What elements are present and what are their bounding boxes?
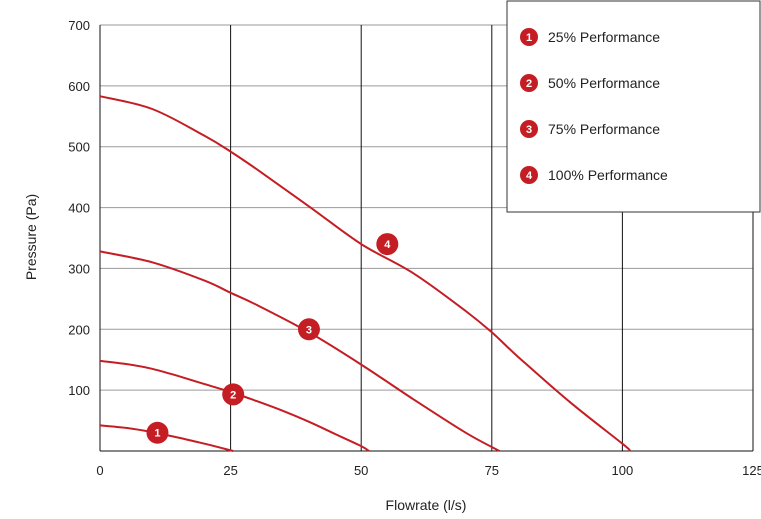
legend-item-3: 3 75% Performance [520, 120, 660, 138]
y-tick-label: 200 [68, 322, 90, 337]
y-tick-labels: 100 200 300 400 500 600 700 [68, 18, 90, 398]
curve-markers: 1 2 3 4 [146, 233, 399, 444]
curve-marker-1: 1 [146, 421, 169, 444]
x-axis-title: Flowrate (l/s) [386, 497, 467, 513]
y-tick-label: 600 [68, 79, 90, 94]
marker-badge [297, 318, 320, 341]
curve-marker-2: 2 [222, 383, 245, 406]
curve-3 [99, 250, 501, 452]
marker-number: 2 [230, 389, 236, 401]
legend-badge-number: 4 [526, 170, 533, 182]
marker-number: 1 [154, 428, 160, 440]
y-tick-label: 300 [68, 261, 90, 276]
legend-box [506, 0, 761, 213]
y-tick-label: 100 [68, 383, 90, 398]
legend-badge-number: 2 [526, 78, 532, 90]
legend-badge [520, 28, 538, 46]
legend-label: 100% Performance [548, 167, 668, 183]
x-tick-label: 125 [742, 463, 761, 478]
y-axis-title: Pressure (Pa) [23, 194, 39, 280]
x-tick-label: 75 [485, 463, 499, 478]
y-tick-label: 500 [68, 140, 90, 155]
curve-4 [99, 95, 631, 452]
x-tick-label: 25 [223, 463, 237, 478]
marker-badge [146, 421, 169, 444]
marker-number: 3 [306, 324, 312, 336]
legend-item-4: 4 100% Performance [520, 166, 668, 184]
legend-badge-number: 1 [526, 32, 532, 44]
legend: 1 25% Performance 2 50% Performance 3 75% Per… [506, 0, 761, 213]
legend-badge-number: 3 [526, 124, 532, 136]
legend-item-2: 2 50% Performance [520, 74, 660, 92]
marker-number: 4 [384, 239, 391, 251]
legend-label: 25% Performance [548, 29, 660, 45]
x-tick-label: 50 [354, 463, 368, 478]
curve-marker-3: 3 [297, 318, 320, 341]
legend-badge [520, 120, 538, 138]
marker-badge [376, 233, 399, 256]
legend-label: 50% Performance [548, 75, 660, 91]
curve-marker-4: 4 [376, 233, 399, 256]
curve-2 [99, 359, 370, 452]
x-tick-labels: 0 25 50 75 100 125 [96, 463, 761, 478]
y-tick-label: 700 [68, 18, 90, 33]
legend-badge [520, 74, 538, 92]
plot-frame [99, 25, 753, 452]
legend-badge [520, 166, 538, 184]
x-tick-label: 0 [96, 463, 103, 478]
legend-label: 75% Performance [548, 121, 660, 137]
legend-item-1: 1 25% Performance [520, 28, 660, 46]
x-tick-label: 100 [612, 463, 634, 478]
marker-badge [222, 383, 245, 406]
y-tick-label: 400 [68, 201, 90, 216]
